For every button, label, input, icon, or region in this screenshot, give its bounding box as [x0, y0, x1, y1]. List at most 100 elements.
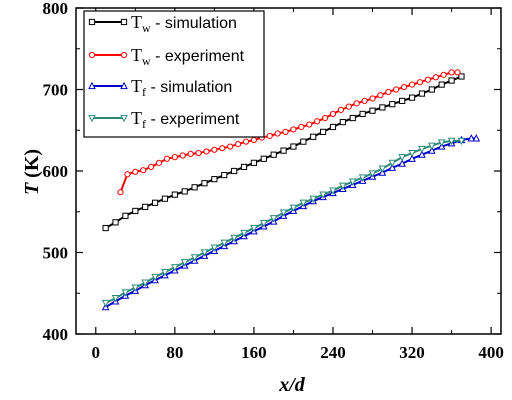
data-point — [319, 191, 327, 199]
data-point — [448, 77, 455, 84]
data-point — [282, 128, 289, 135]
data-point — [467, 134, 476, 142]
data-point — [240, 163, 248, 171]
data-point — [427, 146, 436, 154]
data-point — [369, 107, 376, 114]
y-axis-label: T (K) — [21, 149, 43, 195]
data-point — [250, 136, 258, 144]
data-point — [428, 86, 435, 93]
x-axis-label: x/d — [278, 374, 306, 396]
data-point — [102, 224, 109, 232]
data-point — [424, 76, 431, 83]
data-point — [163, 155, 171, 162]
data-point — [151, 199, 159, 206]
data-point — [148, 163, 155, 171]
data-point — [132, 168, 139, 175]
legend-label-symbol: T — [131, 45, 142, 65]
data-point — [242, 138, 250, 145]
data-point — [220, 239, 229, 248]
data-point — [269, 215, 278, 223]
data-point — [122, 212, 129, 219]
legend-label-text: - experiment — [151, 48, 245, 65]
data-point — [290, 143, 297, 150]
x-tick-label: 80 — [166, 343, 183, 362]
data-point — [408, 94, 416, 101]
y-tick-label: 800 — [43, 0, 69, 18]
data-point — [438, 81, 445, 88]
data-point — [399, 97, 406, 105]
data-point — [210, 244, 219, 252]
data-point — [408, 154, 416, 162]
data-point — [132, 207, 139, 215]
data-point — [131, 284, 140, 292]
data-point — [321, 114, 329, 122]
data-point — [319, 128, 327, 135]
data-point — [432, 74, 439, 81]
data-point — [240, 229, 248, 238]
data-point — [329, 187, 337, 195]
data-point — [171, 154, 178, 161]
legend-marker — [88, 114, 96, 123]
data-point — [299, 199, 308, 208]
legend-box — [83, 10, 265, 138]
data-point — [151, 273, 159, 282]
legend-marker — [120, 18, 128, 26]
data-point — [155, 159, 163, 166]
data-point — [230, 234, 238, 243]
legend-marker — [120, 81, 128, 90]
legend-label-symbol: T — [131, 76, 142, 96]
data-point — [310, 133, 317, 140]
legend-label-text: - experiment — [146, 111, 240, 128]
legend-label-subscript: f — [142, 85, 146, 99]
data-point — [418, 90, 426, 97]
data-point — [201, 180, 208, 187]
data-point — [398, 159, 406, 167]
data-point — [231, 167, 238, 175]
x-tick-label: 400 — [478, 343, 504, 362]
legend-label-subscript: f — [142, 117, 146, 131]
data-point — [408, 149, 416, 158]
data-point — [124, 171, 131, 178]
data-point — [385, 88, 392, 96]
legend-label: Tw - simulation — [131, 12, 237, 35]
data-point — [418, 150, 426, 158]
x-tick-label: 160 — [241, 343, 267, 362]
data-point — [234, 141, 242, 148]
legend-label-symbol: T — [131, 108, 142, 128]
data-point — [368, 170, 377, 178]
data-point — [448, 69, 455, 76]
data-point — [337, 106, 344, 113]
data-point — [353, 100, 360, 107]
data-point — [416, 79, 424, 86]
legend-label-text: - simulation — [146, 79, 232, 96]
data-point — [250, 159, 258, 166]
data-point — [180, 259, 189, 267]
data-point — [309, 195, 318, 203]
data-point — [339, 119, 346, 126]
data-point — [418, 145, 426, 154]
data-point — [348, 178, 357, 186]
legend-label: Tf - simulation — [131, 76, 232, 99]
legend-marker — [120, 51, 128, 59]
data-point — [398, 154, 406, 162]
data-point — [298, 123, 305, 131]
data-point — [379, 104, 386, 111]
data-point — [389, 101, 396, 108]
data-point — [359, 110, 366, 118]
data-point — [179, 152, 186, 159]
x-tick-label: 240 — [320, 343, 346, 362]
data-point — [427, 142, 436, 151]
data-point — [440, 71, 447, 78]
legend-label: Tf - experiment — [131, 108, 240, 131]
legend-marker — [88, 18, 96, 26]
data-point — [458, 73, 465, 80]
data-point — [401, 83, 408, 91]
y-tick-label: 600 — [43, 162, 69, 181]
data-point — [112, 219, 119, 226]
data-point — [221, 171, 228, 179]
data-point — [306, 121, 313, 128]
data-point — [260, 155, 267, 162]
